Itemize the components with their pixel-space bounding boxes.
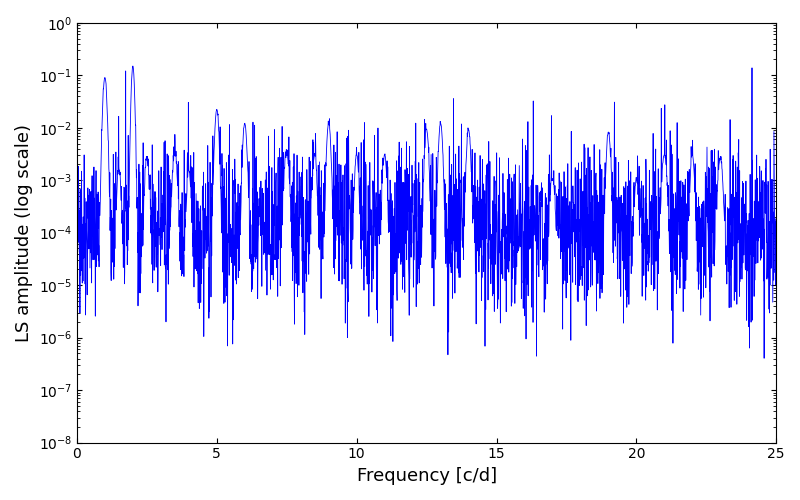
Y-axis label: LS amplitude (log scale): LS amplitude (log scale) [15, 124, 33, 342]
X-axis label: Frequency [c/d]: Frequency [c/d] [357, 467, 497, 485]
